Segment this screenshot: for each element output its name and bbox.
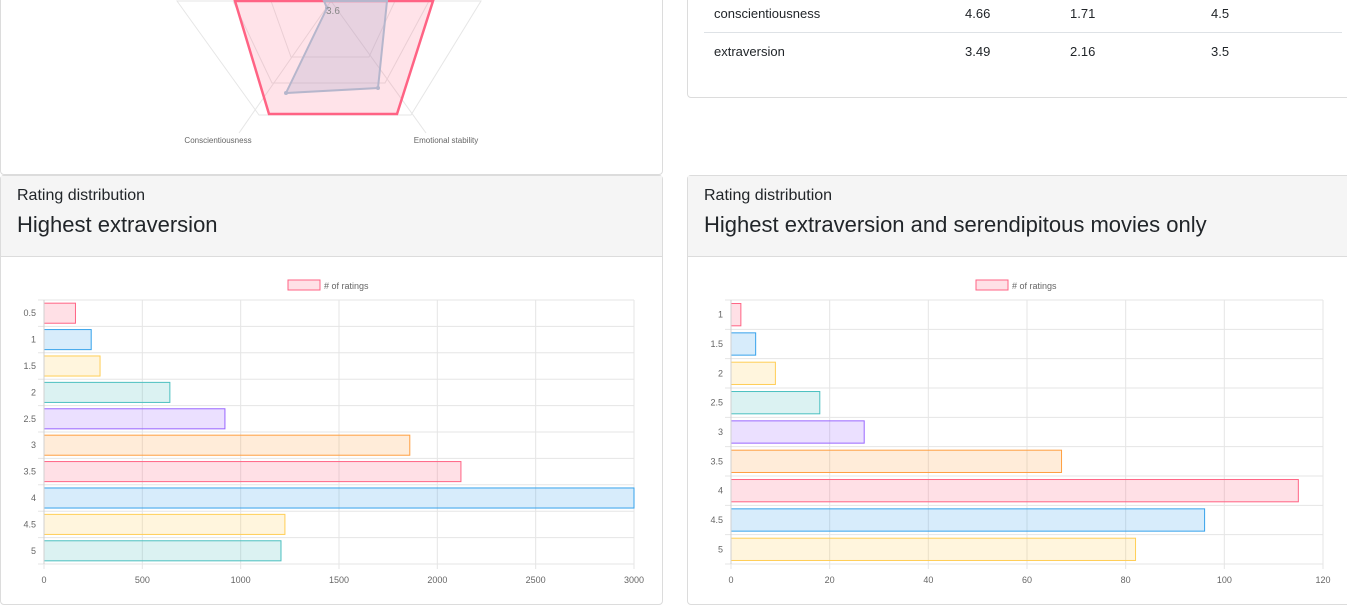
y-tick-label: 1	[718, 310, 723, 320]
bar	[43, 302, 76, 324]
x-tick-label: 0	[728, 575, 733, 585]
mean-cell: 4.66	[965, 6, 991, 21]
x-tick-label: 1500	[329, 575, 349, 585]
stats-card: conscientiousness 4.66 1.71 4.5 extraver…	[687, 0, 1347, 98]
bar	[730, 361, 776, 385]
y-tick-label: 3.5	[23, 467, 36, 477]
radar-chart: 3.6 Conscientiousness Emotional stabilit…	[176, 0, 482, 145]
trait-cell: extraversion	[714, 44, 785, 59]
card-subtitle: Rating distribution	[704, 187, 833, 204]
x-tick-label: 1000	[231, 575, 251, 585]
std-cell: 1.71	[1070, 6, 1096, 21]
legend-swatch	[287, 279, 321, 291]
x-tick-label: 60	[1022, 575, 1032, 585]
rating-distribution-card-right: Rating distribution Highest extraversion…	[687, 175, 1347, 605]
bar	[730, 508, 1206, 532]
y-tick-label: 4	[718, 486, 723, 496]
x-tick-label: 100	[1217, 575, 1232, 585]
bar	[43, 540, 282, 562]
bar-chart-left: # of ratings 0 500 1000 1500 2000 2500 3000 0.5 1…	[23, 279, 644, 585]
y-tick-label: 4.5	[710, 515, 723, 525]
radar-axis-label-conscientiousness: Conscientiousness	[184, 136, 251, 145]
bar	[43, 381, 171, 403]
y-tick-label: 3	[718, 427, 723, 437]
card-title: Highest extraversion and serendipitous m…	[704, 212, 1207, 237]
y-tick-label: 2	[718, 368, 723, 378]
bar	[43, 329, 92, 351]
median-cell: 4.5	[1211, 6, 1230, 21]
y-tick-label: 3.5	[710, 456, 723, 466]
bar	[730, 420, 865, 444]
bar	[43, 461, 462, 483]
bar	[730, 449, 1063, 473]
trait-cell: conscientiousness	[714, 6, 821, 21]
bar	[43, 513, 286, 535]
y-tick-label: 2.5	[710, 398, 723, 408]
y-tick-label: 5	[31, 546, 36, 556]
bar-chart-right: # of ratings 0 20 40 60 80 100 120 1 1.5 2 2.5 3 3.5 4…	[710, 279, 1331, 585]
radar-card: 3.6 Conscientiousness Emotional stabilit…	[0, 0, 663, 175]
y-tick-label: 4.5	[23, 519, 36, 529]
card-header: Rating distribution Highest extraversion…	[688, 176, 1347, 257]
legend-label: # of ratings	[1012, 281, 1057, 291]
bar	[43, 355, 101, 377]
mean-cell: 3.49	[965, 44, 991, 59]
y-tick-label: 0.5	[23, 308, 36, 318]
x-tick-label: 3000	[624, 575, 644, 585]
x-tick-label: 500	[135, 575, 150, 585]
table-row: extraversion 3.49 2.16 3.5	[704, 33, 1342, 71]
radar-tick-label: 3.6	[326, 6, 340, 17]
rating-distribution-card-left: Rating distribution Highest extraversion…	[0, 175, 663, 605]
bar	[43, 434, 411, 456]
bar	[730, 479, 1299, 503]
bar	[730, 332, 757, 356]
y-tick-label: 1.5	[710, 339, 723, 349]
card-header: Rating distribution Highest extraversion	[1, 176, 662, 257]
card-subtitle: Rating distribution	[17, 187, 146, 204]
x-tick-label: 2000	[427, 575, 447, 585]
legend-swatch	[975, 279, 1009, 291]
y-tick-label: 4	[31, 493, 36, 503]
bar	[730, 391, 821, 415]
y-tick-label: 1.5	[23, 361, 36, 371]
x-tick-label: 40	[923, 575, 933, 585]
bar	[730, 537, 1137, 561]
x-tick-label: 80	[1121, 575, 1131, 585]
y-tick-label: 2	[31, 387, 36, 397]
y-tick-label: 1	[31, 335, 36, 345]
legend-label: # of ratings	[324, 281, 369, 291]
bar	[730, 303, 742, 327]
bar	[43, 487, 635, 509]
x-tick-label: 20	[825, 575, 835, 585]
bar	[43, 408, 226, 430]
radar-points	[284, 6, 380, 95]
card-title: Highest extraversion	[17, 212, 218, 237]
x-tick-label: 2500	[526, 575, 546, 585]
x-tick-label: 0	[41, 575, 46, 585]
radar-axis-label-emotional-stability: Emotional stability	[414, 136, 478, 145]
y-tick-label: 5	[718, 544, 723, 554]
y-tick-label: 3	[31, 440, 36, 450]
y-tick-label: 2.5	[23, 414, 36, 424]
table-row: conscientiousness 4.66 1.71 4.5	[704, 0, 1342, 33]
std-cell: 2.16	[1070, 44, 1096, 59]
x-tick-label: 120	[1315, 575, 1330, 585]
median-cell: 3.5	[1211, 44, 1230, 59]
